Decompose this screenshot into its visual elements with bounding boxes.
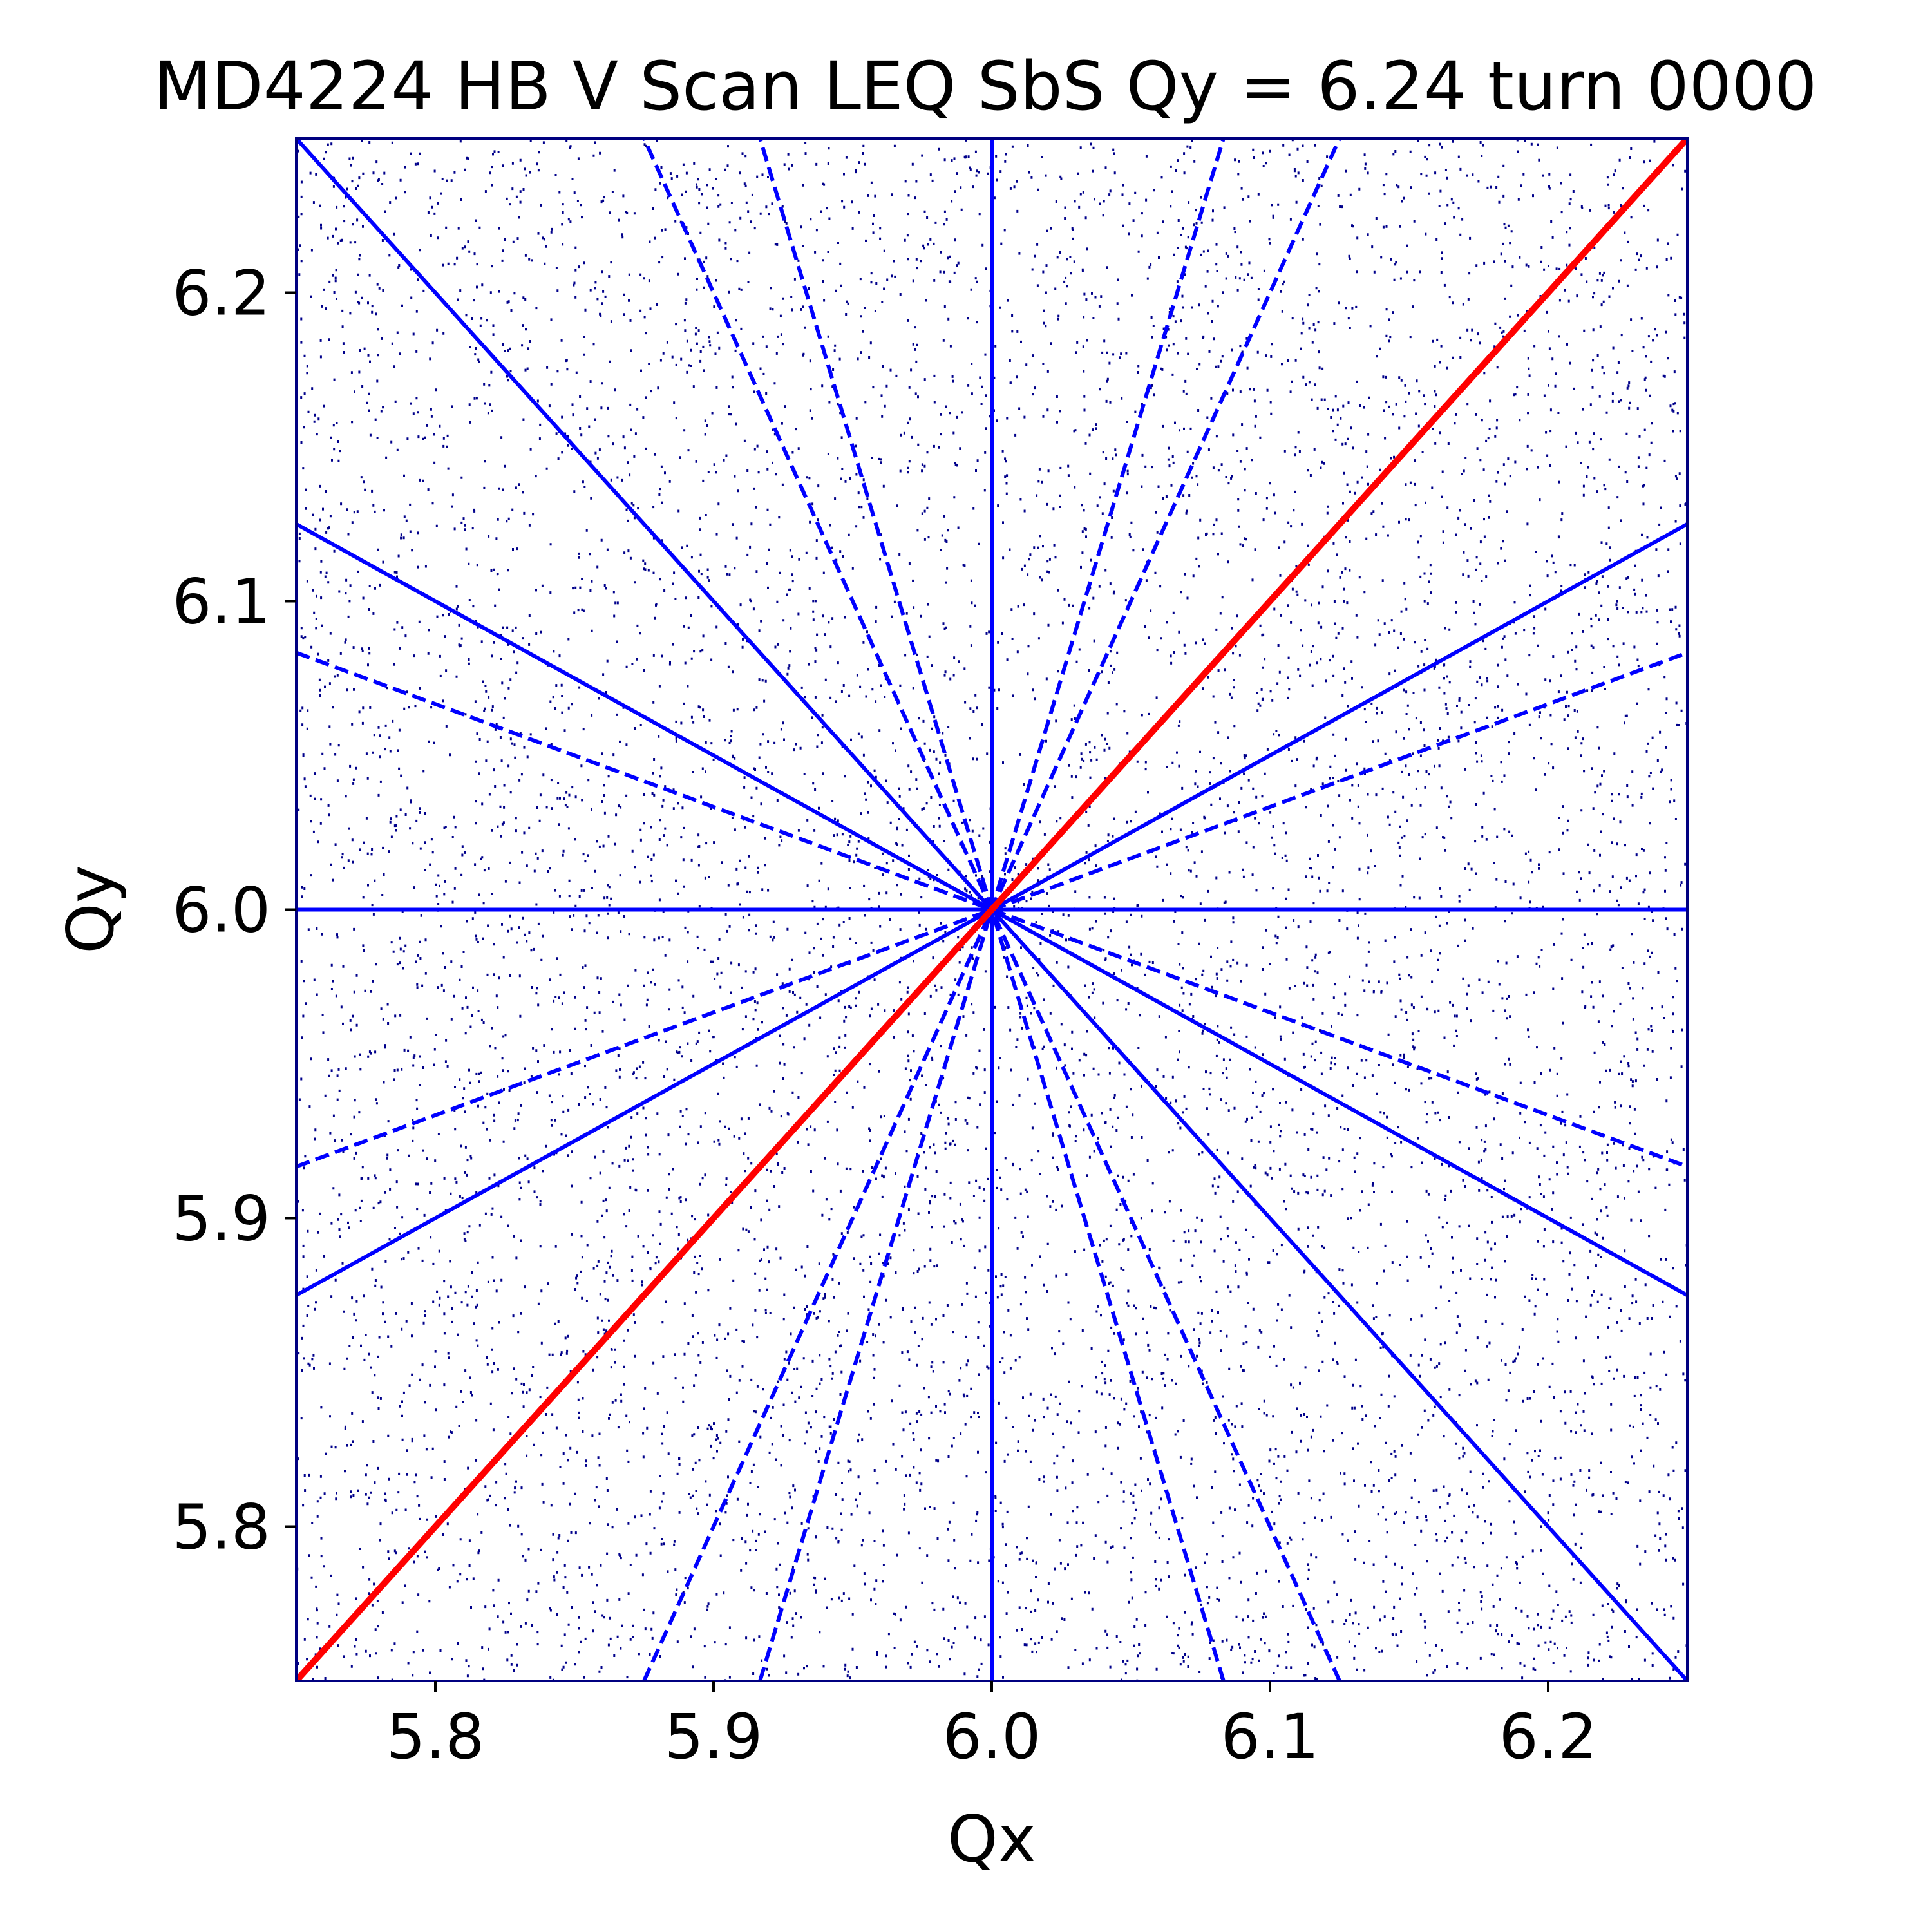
resonance-lines: [296, 138, 1687, 1681]
x-tick-label: 6.2: [1499, 1701, 1598, 1773]
y-tick-label: 6.0: [172, 875, 270, 947]
chart-title: MD4224 HB V Scan LEQ SbS Qy = 6.24 turn …: [154, 47, 1817, 126]
y-axis-ticks: 5.8 5.9 6.0 6.1 6.2: [172, 258, 296, 1564]
y-tick-label: 5.8: [172, 1492, 270, 1564]
x-tick-label: 5.8: [386, 1701, 485, 1773]
x-axis-label: Qx: [947, 1801, 1036, 1877]
y-axis-label: Qy: [53, 865, 128, 954]
y-tick-label: 6.2: [172, 258, 270, 330]
x-axis-ticks: 5.8 5.9 6.0 6.1 6.2: [386, 1681, 1598, 1773]
y-tick-label: 6.1: [172, 566, 270, 638]
x-tick-label: 6.0: [943, 1701, 1041, 1773]
resonance-line-11: [296, 138, 1687, 1681]
x-tick-label: 6.1: [1221, 1701, 1320, 1773]
y-tick-label: 5.9: [172, 1183, 270, 1255]
x-tick-label: 5.9: [665, 1701, 763, 1773]
